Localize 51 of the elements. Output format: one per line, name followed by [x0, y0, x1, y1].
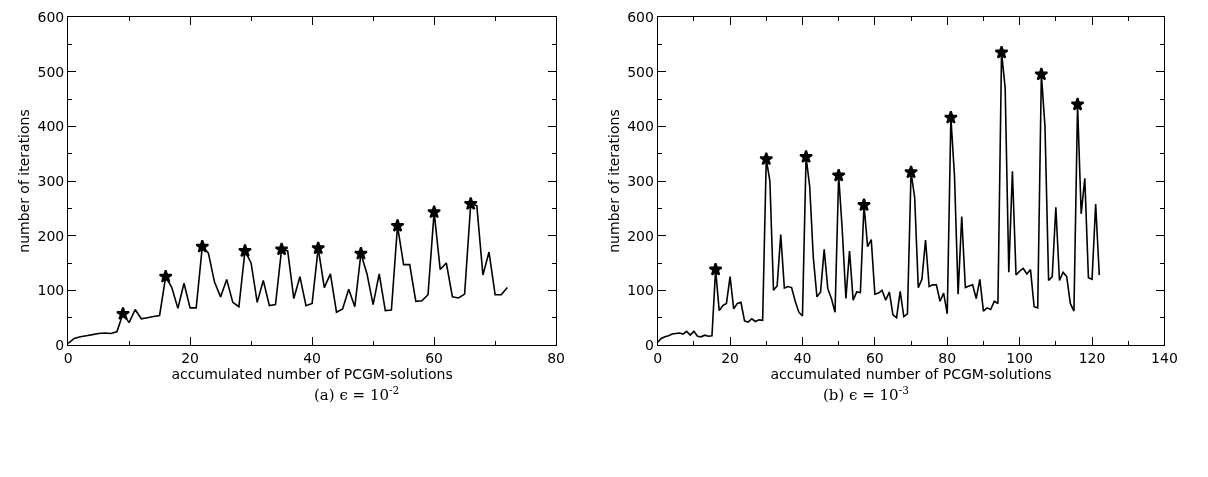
y-tick-label: 500	[37, 63, 65, 80]
y-tick-label: 0	[55, 336, 65, 353]
y-tick-label: 100	[37, 282, 65, 299]
x-tick-label: 60	[865, 349, 884, 366]
point	[708, 262, 723, 276]
x-tick-label: 60	[425, 349, 444, 366]
point	[943, 110, 958, 124]
x-tick-label: 120	[1078, 349, 1106, 366]
point	[427, 204, 442, 219]
x-tick-label: 20	[181, 349, 200, 366]
point	[1034, 67, 1049, 81]
y-tick-label: 400	[627, 118, 654, 135]
point	[799, 149, 814, 164]
x-tick-label: 80	[938, 349, 957, 366]
point	[311, 240, 326, 255]
x-tick-label: 40	[793, 349, 812, 366]
y-tick-label: 400	[37, 118, 65, 135]
y-tick-label: 100	[627, 282, 654, 299]
text: (a) ϵ = 10$^{-2}$	[314, 384, 400, 405]
point	[904, 164, 919, 179]
point	[274, 242, 289, 256]
x-tick-label: 80	[547, 349, 566, 366]
y-axis-title: number of iterations	[605, 109, 622, 253]
x-tick-label: 140	[1151, 349, 1178, 366]
x-tick-label: 40	[303, 349, 322, 366]
text: (b) ϵ = 10$^{-3}$	[823, 384, 909, 405]
point	[831, 168, 846, 182]
x-tick-label: 100	[1006, 349, 1034, 366]
point	[238, 243, 252, 258]
y-tick-label: 200	[37, 227, 65, 244]
y-axis-title: number of iterations	[16, 109, 33, 253]
point	[158, 269, 173, 283]
y-tick-label: 600	[37, 8, 65, 25]
point	[353, 246, 368, 260]
y-tick-label: 200	[627, 227, 654, 244]
y-tick-label: 300	[627, 172, 654, 189]
x-tick-label: 20	[721, 349, 739, 366]
x-axis-title: accumulated number of PCGM-solutions	[171, 365, 453, 382]
point	[116, 306, 130, 320]
point	[390, 218, 405, 232]
y-tick-label: 0	[644, 336, 654, 353]
x-axis-title: accumulated number of PCGM-solutions	[770, 365, 1052, 382]
point	[195, 239, 210, 253]
point	[1070, 97, 1085, 111]
point	[759, 151, 774, 166]
point	[857, 197, 871, 212]
y-tick-label: 600	[627, 8, 654, 25]
point	[994, 45, 1009, 59]
y-tick-label: 300	[37, 172, 65, 189]
y-tick-label: 500	[627, 63, 654, 80]
point	[463, 196, 478, 211]
